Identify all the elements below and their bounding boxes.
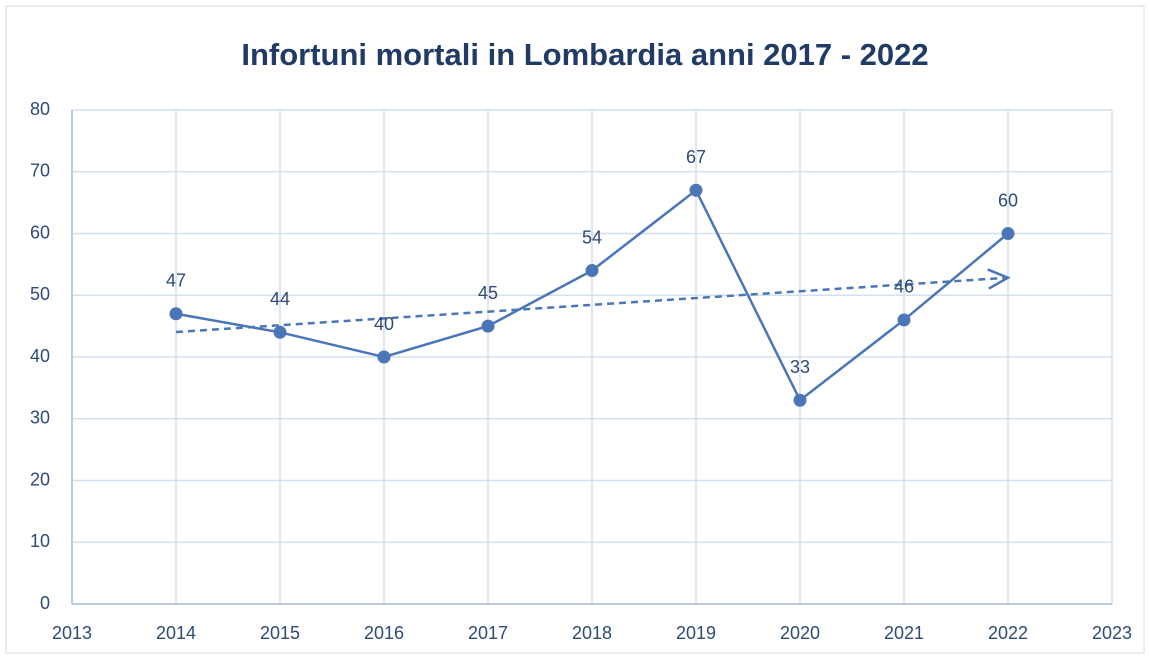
x-tick-label: 2014 [156,623,196,643]
data-label: 45 [478,283,498,303]
y-tick-label: 40 [30,346,50,366]
y-tick-label: 20 [30,469,50,489]
y-tick-label: 50 [30,284,50,304]
chart-frame [5,5,1145,654]
data-point [689,183,703,197]
data-point [793,393,807,407]
x-tick-label: 2021 [884,623,924,643]
data-label: 33 [790,357,810,377]
data-label: 44 [270,289,290,309]
trend-line [175,276,1009,334]
data-label: 67 [686,147,706,167]
x-tick-label: 2022 [988,623,1028,643]
x-tick-label: 2020 [780,623,820,643]
data-point [1001,227,1015,240]
y-tick-label: 0 [40,593,50,613]
data-label: 47 [166,271,186,291]
data-point [169,307,183,321]
trend-arrow [987,268,1011,290]
chart-title: Infortuni mortali in Lombardia anni 2017… [241,37,928,72]
x-tick-label: 2015 [260,623,300,643]
y-tick-label: 70 [30,161,50,181]
x-tick-label: 2013 [52,623,92,643]
data-point [377,350,391,364]
data-label: 46 [894,277,914,297]
data-point [585,264,599,278]
data-label: 54 [582,227,602,247]
data-label: 60 [998,190,1018,210]
data-point [273,325,287,339]
data-point [481,319,495,333]
x-tick-label: 2019 [676,623,716,643]
x-tick-label: 2016 [364,623,404,643]
data-label: 40 [374,314,394,334]
y-tick-label: 30 [30,408,50,428]
y-tick-label: 60 [30,222,50,242]
x-tick-label: 2018 [572,623,612,643]
y-tick-label: 10 [30,531,50,551]
y-tick-label: 80 [30,99,50,119]
data-point [897,313,911,327]
x-tick-label: 2017 [468,623,508,643]
x-tick-label: 2023 [1092,623,1132,643]
